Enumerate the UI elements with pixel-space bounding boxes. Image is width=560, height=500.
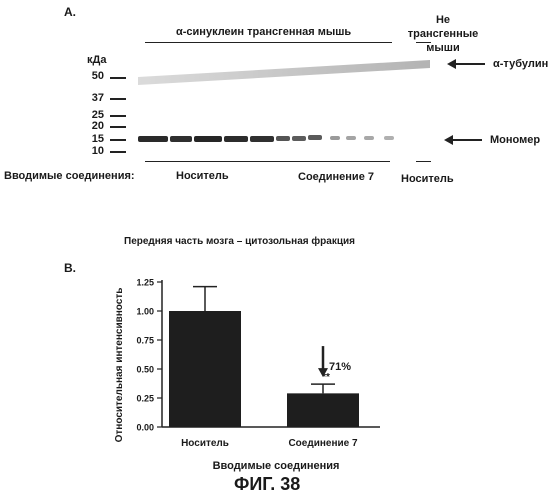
x-tick-label: Носитель (181, 438, 229, 449)
bar (169, 311, 241, 427)
marker-tick (110, 98, 126, 100)
y-tick-label: 0.25 (136, 394, 154, 404)
lanes-bottom-line (145, 161, 390, 162)
monomer-label: Мономер (490, 134, 540, 146)
marker-tick (110, 126, 126, 128)
tubulin-band (138, 60, 430, 85)
kda-label: кДа (87, 54, 106, 66)
y-tick-label: 0.00 (136, 423, 154, 433)
marker-tick (110, 77, 126, 79)
tubulin-arrow-icon (447, 57, 487, 71)
bar (287, 393, 359, 427)
group-vehicle: Носитель (176, 170, 229, 182)
figure-caption: ФИГ. 38 (234, 474, 300, 495)
marker-label: 15 (78, 133, 104, 145)
bar-chart: Относительная интенсивность Вводимые сое… (110, 255, 410, 475)
western-blot (130, 55, 440, 155)
marker-label: 20 (78, 120, 104, 132)
marker-label: 37 (78, 92, 104, 104)
monomer-bands (138, 135, 394, 142)
nontransgenic-bracket-line (416, 42, 431, 43)
y-tick-label: 0.50 (136, 365, 154, 375)
tubulin-label: α-тубулин (493, 58, 548, 70)
y-tick-label: 0.75 (136, 336, 154, 346)
x-axis-label: Вводимые соединения (213, 460, 340, 472)
nontransgenic-bottom-line (416, 161, 431, 162)
reduction-percent: 71% (329, 361, 351, 373)
group-vehicle-nontransgenic: Носитель (401, 173, 454, 185)
marker-label: 10 (78, 145, 104, 157)
transgenic-bracket-line (145, 42, 392, 43)
chart-title: Передняя часть мозга – цитозольная фракц… (124, 236, 355, 247)
y-tick-label: 1.00 (136, 307, 154, 317)
marker-tick (110, 151, 126, 153)
y-tick-label: 1.25 (136, 278, 154, 288)
compounds-label: Вводимые соединения: (4, 170, 135, 182)
marker-tick (110, 139, 126, 141)
transgenic-header: α-синуклеин трансгенная мышь (176, 26, 351, 38)
x-tick-label: Соединение 7 (288, 438, 358, 449)
marker-tick (110, 115, 126, 117)
group-compound-7: Соединение 7 (298, 171, 374, 183)
y-axis-label: Относительная интенсивность (114, 288, 125, 443)
nontransgenic-header: Не трансгенные мыши (404, 13, 482, 55)
panel-a-label: A. (64, 5, 76, 19)
monomer-arrow-icon (444, 133, 484, 147)
marker-label: 50 (78, 70, 104, 82)
panel-b-label: B. (64, 261, 76, 275)
